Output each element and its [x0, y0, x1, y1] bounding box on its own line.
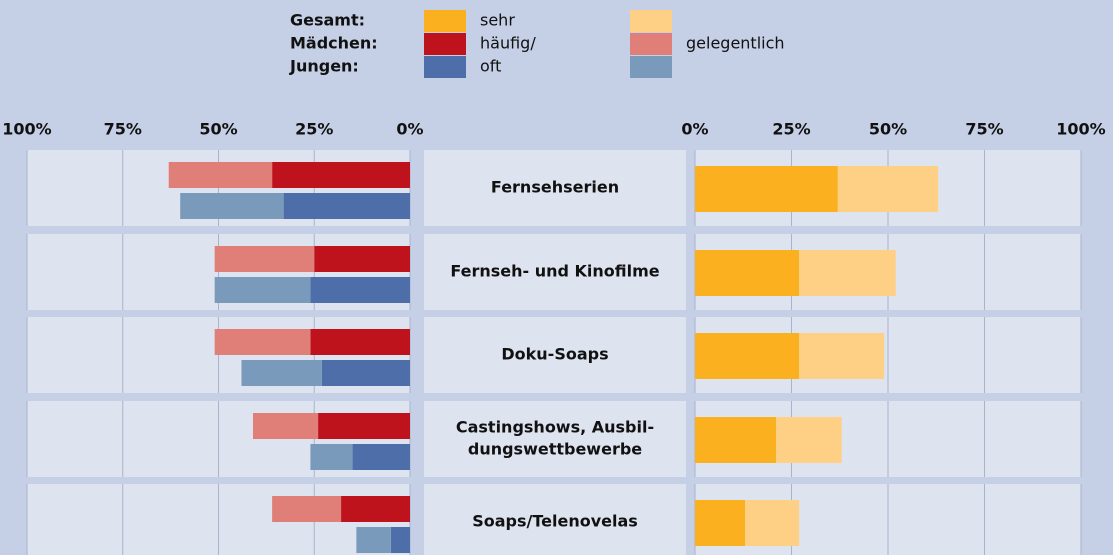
bar: [214, 277, 311, 303]
bar: [272, 496, 342, 522]
row-band: [424, 317, 686, 393]
bar: [695, 250, 800, 296]
bar: [356, 527, 391, 553]
bar: [321, 360, 410, 386]
x-tick-label: 75%: [965, 120, 1003, 139]
bar: [252, 413, 319, 439]
category-label: Soaps/Telenovelas: [472, 512, 638, 531]
category-label: Fernsehserien: [491, 178, 619, 197]
legend-level-label: häufig/: [480, 34, 536, 53]
category-label: Fernseh- und Kinofilme: [450, 262, 659, 281]
bar: [241, 360, 322, 386]
bar: [390, 527, 410, 553]
row-band: [424, 484, 686, 555]
x-tick-label: 0%: [681, 120, 708, 139]
x-tick-label: 50%: [869, 120, 907, 139]
legend-group-label: Gesamt:: [290, 11, 365, 30]
bar: [799, 250, 896, 296]
x-tick-label: 50%: [199, 120, 237, 139]
legend-level-label: gelegentlich: [686, 34, 785, 53]
x-tick-label: 100%: [1056, 120, 1105, 139]
bar: [318, 413, 410, 439]
legend-swatch: [424, 33, 466, 55]
legend-level-label: sehr: [480, 11, 515, 30]
category-label: Castingshows, Ausbil-: [456, 418, 654, 437]
bar: [837, 166, 939, 212]
bar: [352, 444, 410, 470]
bar: [695, 500, 746, 546]
bar: [180, 193, 284, 219]
bar: [214, 329, 311, 355]
legend-swatch: [424, 10, 466, 32]
bar: [310, 329, 410, 355]
legend-swatch: [630, 33, 672, 55]
bar: [310, 444, 353, 470]
legend-swatch: [424, 56, 466, 78]
bar: [283, 193, 410, 219]
bar: [695, 417, 777, 463]
x-tick-label: 25%: [772, 120, 810, 139]
x-tick-label: 25%: [295, 120, 333, 139]
category-label: dungswettbewerbe: [468, 440, 642, 459]
row-band: [424, 401, 686, 477]
bar: [214, 246, 315, 272]
row-band: [424, 150, 686, 226]
category-label: Doku-Soaps: [501, 345, 608, 364]
x-tick-label: 0%: [396, 120, 423, 139]
bar: [745, 500, 800, 546]
legend-swatch: [630, 10, 672, 32]
legend-swatch: [630, 56, 672, 78]
bar: [168, 162, 273, 188]
x-tick-label: 100%: [2, 120, 51, 139]
bar: [272, 162, 410, 188]
legend-group-label: Jungen:: [289, 57, 359, 76]
bar: [695, 166, 838, 212]
x-tick-label: 75%: [104, 120, 142, 139]
bar: [341, 496, 410, 522]
bar: [310, 277, 410, 303]
legend-level-label: oft: [480, 57, 501, 76]
bar: [776, 417, 842, 463]
bar: [695, 333, 800, 379]
bar: [314, 246, 410, 272]
row-band: [424, 234, 686, 310]
bar: [799, 333, 885, 379]
legend-group-label: Mädchen:: [290, 34, 378, 53]
